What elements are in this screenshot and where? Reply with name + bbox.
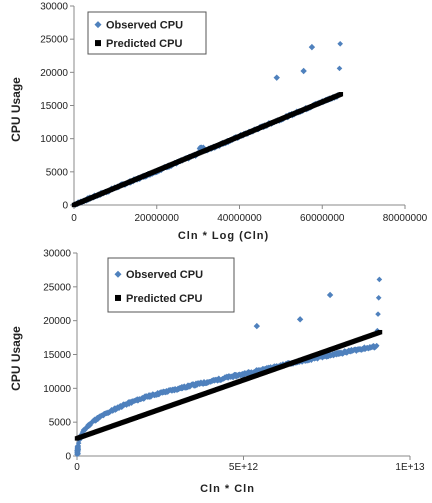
x-tick-label: 20000000 xyxy=(135,213,180,224)
observed-cpu-series xyxy=(71,41,343,208)
chart-top: 0 5000 10000 15000 20000 25000 30000 0 20000000 4… xyxy=(0,0,432,246)
y-tick-label: 20000 xyxy=(43,316,71,327)
observed-cpu-point xyxy=(74,449,81,455)
legend-predicted-label: Predicted CPU xyxy=(106,38,182,50)
y-tick-label: 15000 xyxy=(40,101,68,112)
x-axis-label: Cln * Cln xyxy=(200,483,255,495)
predicted-cpu-point xyxy=(338,92,344,97)
legend-predicted-marker xyxy=(95,40,101,47)
observed-cpu-outlier xyxy=(326,291,334,299)
x-tick-label: 0 xyxy=(71,213,77,224)
y-tick-label: 25000 xyxy=(40,35,68,46)
chart-bottom-svg: 0 5000 10000 15000 20000 25000 30000 0 5E+12 1E+1… xyxy=(9,249,425,496)
x-tick-label: 1E+13 xyxy=(395,462,425,473)
legend-observed-label: Observed CPU xyxy=(106,20,183,32)
y-tick-label: 10000 xyxy=(40,134,68,145)
y-tick-label: 0 xyxy=(62,201,68,212)
y-tick-label: 20000 xyxy=(40,68,68,79)
observed-cpu-point xyxy=(336,65,343,72)
y-tick-label: 10000 xyxy=(43,384,71,395)
y-axis-label: CPU Usage xyxy=(9,326,23,391)
legend-observed-label: Observed CPU xyxy=(126,269,203,281)
x-axis-label: Cln * Log (Cln) xyxy=(178,230,269,242)
x-tick-label: 5E+12 xyxy=(229,462,259,473)
predicted-cpu-series xyxy=(71,92,344,208)
observed-cpu-point xyxy=(337,41,343,47)
observed-cpu-point xyxy=(375,311,381,317)
legend-box xyxy=(107,257,235,313)
x-tick-label: 60000000 xyxy=(300,213,345,224)
observed-cpu-outlier xyxy=(300,67,307,75)
observed-cpu-outlier xyxy=(273,74,280,81)
y-tick-label: 25000 xyxy=(43,282,71,293)
y-tick-label: 5000 xyxy=(46,167,69,178)
y-tick-label: 15000 xyxy=(43,350,71,361)
predicted-cpu-series xyxy=(74,329,383,441)
y-tick-label: 5000 xyxy=(49,418,72,429)
y-tick-label: 30000 xyxy=(43,249,71,260)
x-tick-label: 0 xyxy=(74,462,80,473)
y-axis-label: CPU Usage xyxy=(9,77,23,142)
x-tick-label: 40000000 xyxy=(217,213,262,224)
observed-cpu-series xyxy=(74,276,383,458)
chart-bottom: 0 5000 10000 15000 20000 25000 30000 0 5E+12 1E+1… xyxy=(0,246,432,498)
x-tick-label: 80000000 xyxy=(383,213,428,224)
legend-box xyxy=(87,11,207,55)
legend-predicted-label: Predicted CPU xyxy=(126,293,202,305)
legend-observed-marker xyxy=(114,270,122,278)
observed-cpu-outlier xyxy=(296,316,304,323)
observed-cpu-outlier xyxy=(308,43,316,51)
predicted-cpu-point xyxy=(377,329,383,335)
observed-cpu-point xyxy=(375,294,382,301)
observed-cpu-point xyxy=(75,440,82,446)
legend-observed-marker xyxy=(94,21,102,29)
y-tick-label: 30000 xyxy=(40,2,68,13)
observed-cpu-point xyxy=(376,276,383,283)
observed-cpu-point xyxy=(74,443,81,450)
observed-cpu-outlier xyxy=(253,322,261,330)
y-tick-label: 0 xyxy=(65,452,71,463)
chart-top-svg: 0 5000 10000 15000 20000 25000 30000 0 20000000 4… xyxy=(9,2,428,243)
legend-predicted-marker xyxy=(115,294,121,301)
